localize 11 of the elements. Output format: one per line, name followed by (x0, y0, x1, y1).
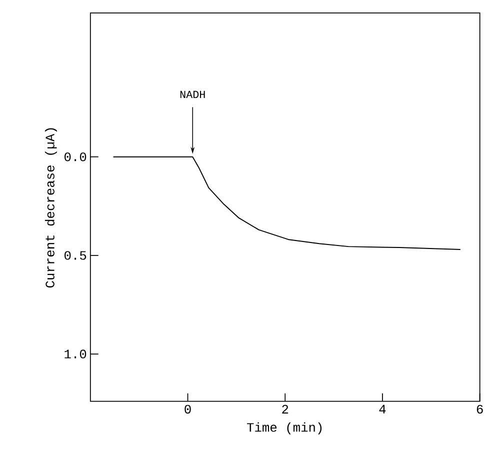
x-tick-label: 4 (379, 404, 386, 414)
x-axis-title: Time (min) (246, 422, 322, 434)
y-tick-label: 0.0 (64, 152, 86, 162)
x-tick-label: 6 (476, 404, 483, 414)
y-axis-title: Current decrease (µA) (44, 128, 57, 288)
annotation: NADH (180, 90, 205, 98)
x-tick-label: 0 (184, 404, 191, 414)
line-series (112, 156, 461, 250)
y-tick-label: 1.0 (64, 350, 86, 358)
x-tick-label: 2 (282, 404, 288, 414)
y-tick-label: 0.5 (64, 251, 86, 260)
